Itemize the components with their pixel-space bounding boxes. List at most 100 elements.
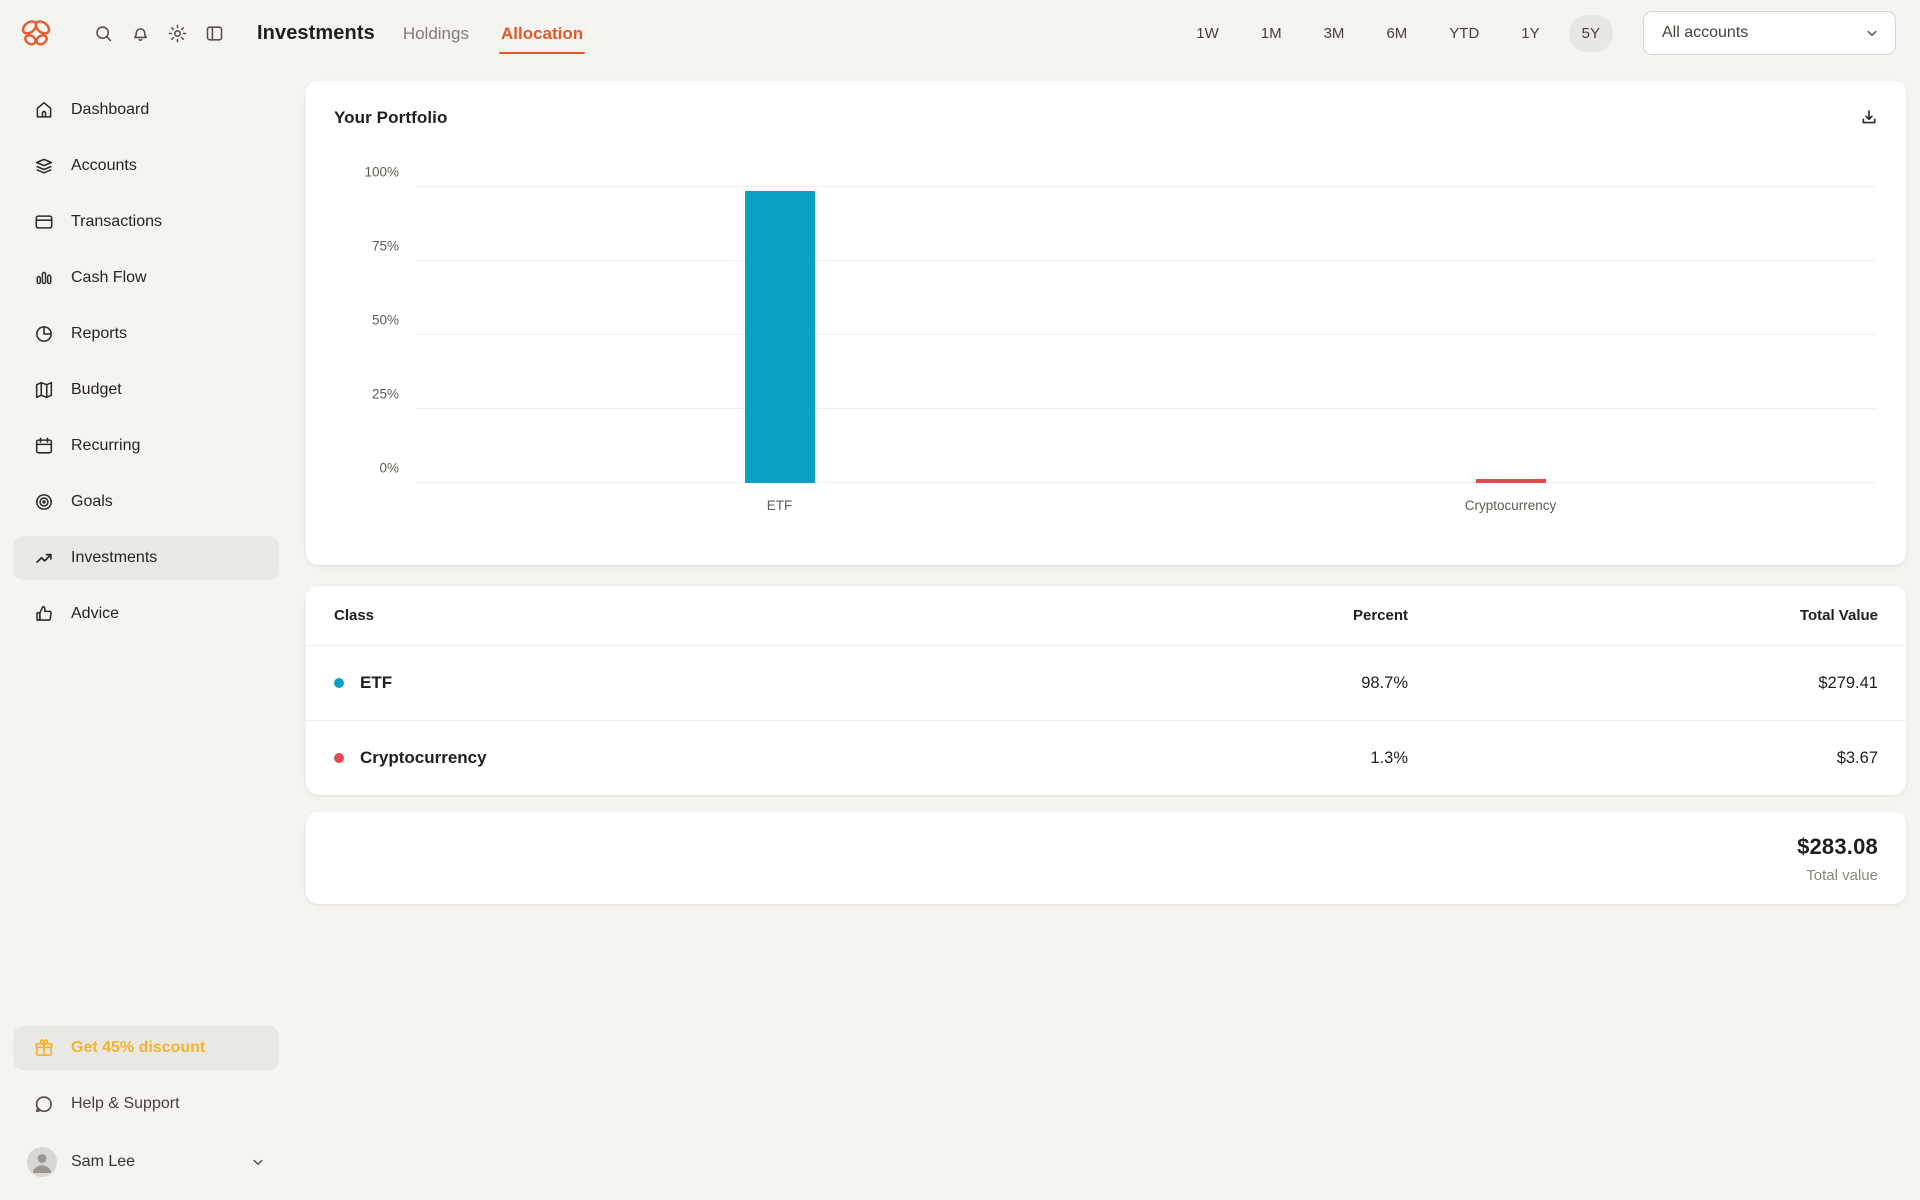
discount-promo-label: Get 45% discount xyxy=(71,1039,206,1056)
allocation-table-card: Class Percent Total Value ETF 98.7% $279.4… xyxy=(306,586,1906,795)
account-filter-value: All accounts xyxy=(1662,24,1749,41)
percent-value: 1.3% xyxy=(1370,748,1408,767)
time-range-1w[interactable]: 1W xyxy=(1196,24,1219,42)
table-row-cryptocurrency[interactable]: Cryptocurrency 1.3% $3.67 xyxy=(306,721,1906,795)
sidebar-item-reports[interactable]: Reports xyxy=(13,312,279,356)
gridline xyxy=(414,334,1876,335)
class-color-dot xyxy=(334,753,344,763)
time-range-selector: 1W 1M 3M 6M YTD 1Y 5Y xyxy=(1183,14,1613,52)
notifications-bell-icon[interactable] xyxy=(129,22,151,44)
class-name: Cryptocurrency xyxy=(360,748,487,767)
sidebar-item-label: Reports xyxy=(71,325,128,342)
bar-etf[interactable] xyxy=(744,190,815,483)
pie-chart-icon xyxy=(33,323,55,345)
monarch-butterfly-logo[interactable] xyxy=(20,17,52,49)
x-axis-category-label: ETF xyxy=(766,498,793,513)
settings-gear-icon[interactable] xyxy=(166,22,188,44)
time-range-1m[interactable]: 1M xyxy=(1260,24,1282,42)
layers-icon xyxy=(33,155,55,177)
table-row-etf[interactable]: ETF 98.7% $279.41 xyxy=(306,646,1906,721)
tab-allocation[interactable]: Allocation xyxy=(498,4,586,62)
total-value-label: Total value xyxy=(1806,867,1878,884)
y-axis-tick-label: 50% xyxy=(371,312,399,328)
time-range-1y[interactable]: 1Y xyxy=(1521,24,1540,42)
credit-card-icon xyxy=(33,211,55,233)
class-name: ETF xyxy=(360,673,393,692)
sidebar-footer: Get 45% discount Help & Support Sam Lee xyxy=(13,1026,279,1186)
trending-up-icon xyxy=(33,547,55,569)
sidebar-item-label: Cash Flow xyxy=(71,269,147,286)
column-header-total-value: Total Value xyxy=(1799,607,1878,624)
avatar xyxy=(27,1147,57,1177)
y-axis-tick-label: 75% xyxy=(371,238,399,254)
sidebar-nav: Dashboard Accounts Transactions Cash Flow Re… xyxy=(0,66,292,1200)
y-axis-tick-label: 100% xyxy=(364,164,399,180)
y-axis-tick-label: 25% xyxy=(371,386,399,402)
time-range-5y[interactable]: 5Y xyxy=(1568,14,1613,52)
sidebar-item-transactions[interactable]: Transactions xyxy=(13,200,279,244)
chevron-down-icon xyxy=(1863,24,1881,42)
top-header: Investments Holdings Allocation 1W 1M 3M 6M Y… xyxy=(0,0,1920,66)
help-support-label: Help & Support xyxy=(71,1095,180,1112)
sidebar-item-label: Dashboard xyxy=(71,101,150,118)
allocation-bar-chart: 0% 25% 50% 75% 100% ETF Cryptocurrency xyxy=(364,165,1876,513)
class-color-dot xyxy=(334,678,344,688)
table-header-row: Class Percent Total Value xyxy=(306,586,1906,646)
sidebar-item-label: Investments xyxy=(71,549,158,566)
discount-promo-button[interactable]: Get 45% discount xyxy=(13,1026,279,1070)
tab-holdings[interactable]: Holdings xyxy=(402,24,469,43)
sidebar-item-label: Transactions xyxy=(71,213,162,230)
bar-chart-icon xyxy=(33,267,55,289)
sidebar-item-investments[interactable]: Investments xyxy=(13,536,279,580)
gridline xyxy=(414,408,1876,409)
time-range-ytd[interactable]: YTD xyxy=(1449,24,1480,42)
sidebar-item-cash-flow[interactable]: Cash Flow xyxy=(13,256,279,300)
user-menu[interactable]: Sam Lee xyxy=(13,1138,279,1186)
total-value: $279.41 xyxy=(1818,673,1878,692)
map-icon xyxy=(33,379,55,401)
sidebar-item-label: Accounts xyxy=(71,157,137,174)
x-axis-category-label: Cryptocurrency xyxy=(1464,498,1557,513)
calendar-icon xyxy=(33,435,55,457)
home-icon xyxy=(33,99,55,121)
header-icon-group xyxy=(92,22,225,44)
sidebar-item-dashboard[interactable]: Dashboard xyxy=(13,88,279,132)
portfolio-chart-card: Your Portfolio 0% 25% 50% 75% 100% ETF Cryptoc… xyxy=(306,81,1906,565)
page-title: Investments xyxy=(257,21,375,44)
sidebar-item-label: Advice xyxy=(71,605,120,622)
target-icon xyxy=(33,491,55,513)
total-value: $3.67 xyxy=(1836,748,1878,767)
sidebar-item-label: Budget xyxy=(71,381,122,398)
download-icon[interactable] xyxy=(1856,105,1882,131)
help-support-button[interactable]: Help & Support xyxy=(13,1082,279,1126)
sidebar-item-budget[interactable]: Budget xyxy=(13,368,279,412)
sidebar-item-accounts[interactable]: Accounts xyxy=(13,144,279,188)
percent-value: 98.7% xyxy=(1361,673,1408,692)
y-axis-tick-label: 0% xyxy=(379,460,399,476)
sidebar-item-advice[interactable]: Advice xyxy=(13,592,279,636)
time-range-3m[interactable]: 3M xyxy=(1323,24,1345,42)
sidebar-item-goals[interactable]: Goals xyxy=(13,480,279,524)
search-icon[interactable] xyxy=(92,22,114,44)
main-content: Your Portfolio 0% 25% 50% 75% 100% ETF Cryptoc… xyxy=(292,66,1920,1200)
gridline xyxy=(414,482,1876,483)
gridline xyxy=(414,186,1876,187)
column-header-class: Class xyxy=(334,607,375,624)
gridline xyxy=(414,260,1876,261)
sidebar-item-label: Recurring xyxy=(71,437,141,454)
total-value-card: $283.08 Total value xyxy=(306,812,1906,904)
chat-bubble-icon xyxy=(33,1093,55,1115)
thumbs-up-icon xyxy=(33,603,55,625)
time-range-6m[interactable]: 6M xyxy=(1386,24,1408,42)
section-tabs: Holdings Allocation xyxy=(401,4,586,62)
sidebar-item-label: Goals xyxy=(71,493,113,510)
bar-cryptocurrency[interactable] xyxy=(1475,479,1546,483)
total-value-amount: $283.08 xyxy=(1797,834,1878,859)
account-filter-dropdown[interactable]: All accounts xyxy=(1643,11,1896,55)
user-name: Sam Lee xyxy=(71,1153,136,1170)
sidebar-toggle-icon[interactable] xyxy=(203,22,225,44)
chevron-down-icon xyxy=(249,1153,267,1171)
portfolio-card-title: Your Portfolio xyxy=(334,108,448,127)
sidebar-item-recurring[interactable]: Recurring xyxy=(13,424,279,468)
column-header-percent: Percent xyxy=(1352,607,1408,624)
